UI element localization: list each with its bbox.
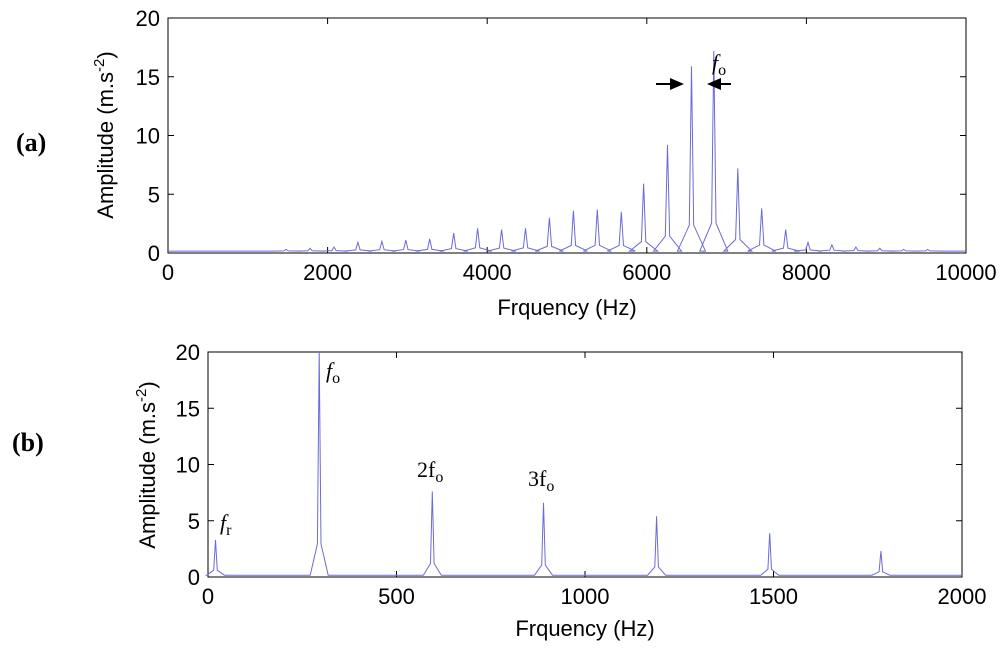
chart-a-x-tick-label: 8000 <box>782 260 831 285</box>
chart-a-y-axis-label-sup: -2 <box>91 59 108 72</box>
chart-b-y-tick-label: 20 <box>176 340 200 365</box>
chart-a-y-tick-label: 10 <box>136 124 160 149</box>
chart-b-y-axis-label-sup: -2 <box>133 389 150 402</box>
chart-b-panel-label: (b) <box>12 428 44 457</box>
chart-a-x-tick-label: 2000 <box>303 260 352 285</box>
chart-b-x-tick-label: 1500 <box>749 584 798 609</box>
chart-b-x-ticks: 0 500 1000 1500 2000 <box>202 352 987 609</box>
chart-b-3fo-label: 3fo <box>528 466 554 495</box>
chart-b-fo-label: fo <box>326 358 340 387</box>
chart-b-x-tick-label: 0 <box>202 584 214 609</box>
chart-b-y-tick-label: 5 <box>188 509 200 534</box>
chart-a-x-ticks: 0 2000 4000 6000 8000 10000 <box>162 18 997 285</box>
chart-a-y-axis-label: Amplitude (m.s-2) <box>91 51 118 218</box>
fo-arrowhead-right-icon <box>670 78 684 90</box>
chart-a-x-axis-label: Frquency (Hz) <box>497 295 636 320</box>
chart-b-x-tick-label: 2000 <box>938 584 987 609</box>
chart-b-fr-label: fr <box>220 510 232 539</box>
fo-arrowhead-left-icon <box>707 78 721 90</box>
chart-a-series-line <box>168 50 966 252</box>
chart-b-y-axis-label: Amplitude (m.s-2) <box>133 381 160 548</box>
chart-a-x-tick-label: 10000 <box>935 260 996 285</box>
chart-b-series-line <box>204 351 962 576</box>
chart-a-y-tick-label: 0 <box>148 241 160 266</box>
chart-b-y-ticks: 0 5 10 15 20 <box>176 340 962 590</box>
chart-b-y-tick-label: 0 <box>188 565 200 590</box>
chart-a-panel-label: (a) <box>16 128 46 157</box>
chart-b-x-axis-label: Frquency (Hz) <box>515 616 654 641</box>
chart-b-2fo-label: 2fo <box>417 457 443 486</box>
chart-a-y-ticks: 0 5 10 15 20 <box>136 6 966 266</box>
chart-a-fo-label: fo <box>712 50 726 79</box>
chart-b-x-tick-label: 1000 <box>561 584 610 609</box>
chart-a-y-tick-label: 5 <box>148 182 160 207</box>
chart-a-y-tick-label: 20 <box>136 6 160 31</box>
chart-b-y-tick-label: 10 <box>176 453 200 478</box>
chart-a-x-tick-label: 6000 <box>622 260 671 285</box>
chart-b: (b) 0 500 1000 1500 2000 0 5 10 15 20 Frquency (… <box>12 340 986 641</box>
chart-a-plot-frame <box>167 17 967 254</box>
chart-a-x-tick-label: 4000 <box>463 260 512 285</box>
chart-b-x-tick-label: 500 <box>378 584 415 609</box>
chart-a-x-tick-label: 0 <box>162 260 174 285</box>
chart-b-y-tick-label: 15 <box>176 396 200 421</box>
chart-a-y-tick-label: 15 <box>136 65 160 90</box>
chart-a: (a) 0 2000 4000 6000 8000 10000 0 5 10 15 20 Frqu… <box>16 6 997 320</box>
chart-a-fo-annotation: fo <box>656 50 731 90</box>
